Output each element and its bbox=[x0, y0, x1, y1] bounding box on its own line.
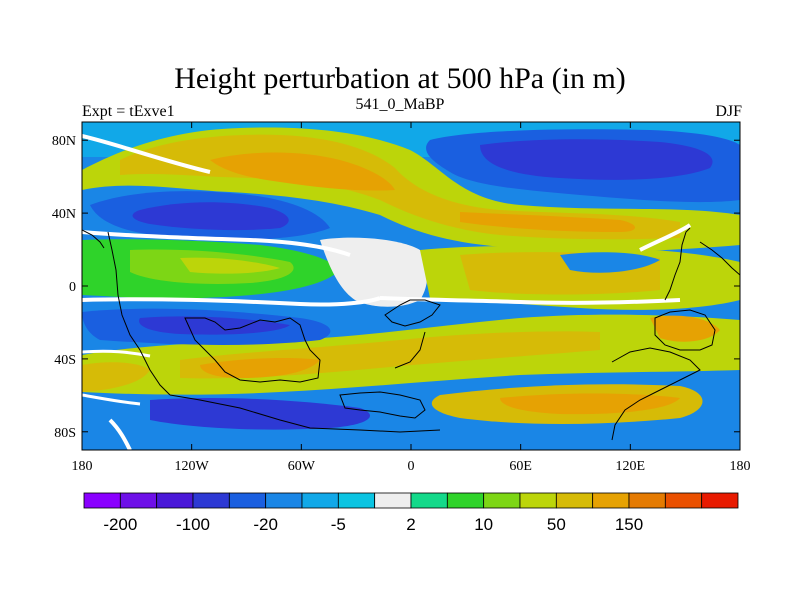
colorbar-swatch bbox=[228, 492, 267, 509]
lon-tick-label: 120E bbox=[616, 459, 646, 474]
colorbar-swatch bbox=[701, 492, 739, 509]
lat-tick-label: 80N bbox=[52, 134, 76, 149]
colorbar-swatch bbox=[265, 492, 303, 509]
lat-tick-label: 40N bbox=[52, 207, 76, 222]
colorbar-swatch bbox=[192, 492, 230, 509]
colorbar-label: 50 bbox=[547, 515, 566, 534]
colorbar-swatch bbox=[156, 492, 194, 509]
colorbar-label: -5 bbox=[331, 515, 346, 534]
season-label: DJF bbox=[715, 103, 742, 120]
colorbar-swatch bbox=[483, 492, 521, 509]
colorbar-label: -20 bbox=[253, 515, 278, 534]
longitude-ticks: 180 120W 60W 0 60E 120E 180 bbox=[72, 122, 751, 474]
latitude-ticks: 80N 40N 0 40S 80S bbox=[52, 134, 740, 441]
colorbar-label: 2 bbox=[406, 515, 415, 534]
lon-tick-label: 180 bbox=[730, 459, 751, 474]
lon-tick-label: 180 bbox=[72, 459, 93, 474]
colorbar-swatch bbox=[119, 492, 158, 509]
lat-tick-label: 0 bbox=[69, 280, 76, 295]
colorbar-swatch bbox=[555, 492, 594, 509]
lon-tick-label: 0 bbox=[408, 459, 415, 474]
colorbar-label: -100 bbox=[176, 515, 210, 534]
colorbar-label: -200 bbox=[103, 515, 137, 534]
colorbar-swatch bbox=[337, 492, 376, 509]
case-label: 541_0_MaBP bbox=[355, 96, 445, 113]
colorbar-swatch bbox=[519, 492, 557, 509]
colorbar-swatch bbox=[664, 492, 703, 509]
colorbar-label: 150 bbox=[615, 515, 643, 534]
lon-tick-label: 60W bbox=[288, 459, 316, 474]
lon-tick-label: 60E bbox=[509, 459, 532, 474]
experiment-label: Expt = tExve1 bbox=[82, 103, 175, 120]
colorbar-swatch bbox=[628, 492, 666, 509]
contour-field bbox=[82, 122, 740, 450]
colorbar-swatch bbox=[410, 492, 448, 509]
lon-tick-label: 120W bbox=[175, 459, 210, 474]
colorbar: -200 -100 -20 -5 2 10 50 150 bbox=[83, 492, 739, 534]
colorbar-swatch bbox=[301, 492, 339, 509]
colorbar-swatch bbox=[446, 492, 485, 509]
colorbar-label: 10 bbox=[474, 515, 493, 534]
colorbar-swatch bbox=[374, 492, 412, 509]
colorbar-swatch bbox=[83, 492, 121, 509]
lat-tick-label: 40S bbox=[54, 353, 76, 368]
map-title: Height perturbation at 500 hPa (in m) bbox=[174, 62, 626, 95]
coastlines bbox=[82, 227, 740, 441]
colorbar-swatch bbox=[592, 492, 630, 509]
lat-tick-label: 80S bbox=[54, 426, 76, 441]
